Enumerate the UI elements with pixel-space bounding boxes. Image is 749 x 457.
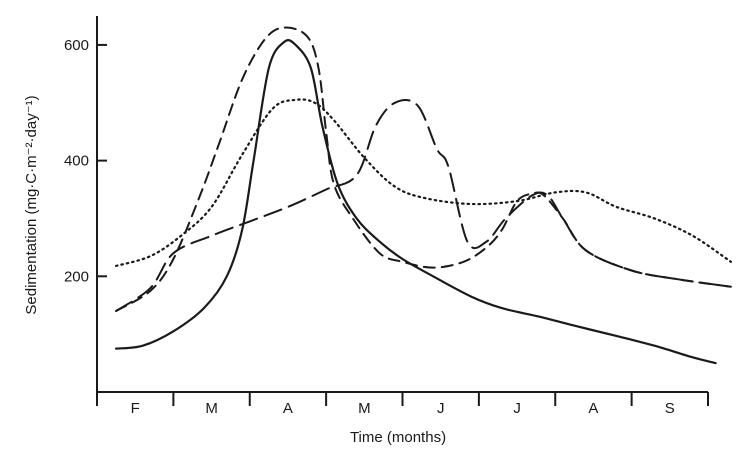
y-tick-label: 600 bbox=[64, 37, 89, 54]
y-tick-label: 200 bbox=[64, 268, 89, 285]
x-tick-label: A bbox=[283, 400, 293, 417]
x-tick-label: M bbox=[358, 400, 371, 417]
series-line-solid bbox=[115, 39, 717, 365]
series-line-short-dash bbox=[115, 26, 732, 312]
y-axis-ticks: 200 400 600 bbox=[64, 37, 107, 285]
x-tick-label: A bbox=[588, 400, 598, 417]
y-tick-label: 400 bbox=[64, 153, 89, 170]
x-tick-label: J bbox=[437, 400, 445, 417]
series-line-long-dash bbox=[115, 99, 732, 312]
x-tick-label: J bbox=[513, 400, 521, 417]
x-axis-title: Time (months) bbox=[350, 429, 446, 446]
plot-area bbox=[115, 26, 732, 365]
x-tick-label: M bbox=[205, 400, 218, 417]
x-tick-label: S bbox=[665, 400, 675, 417]
x-tick-label: F bbox=[131, 400, 140, 417]
series-line-dotted bbox=[115, 98, 732, 267]
y-axis-title: Sedimentation (mg·C·m⁻²·day⁻¹) bbox=[23, 95, 40, 314]
